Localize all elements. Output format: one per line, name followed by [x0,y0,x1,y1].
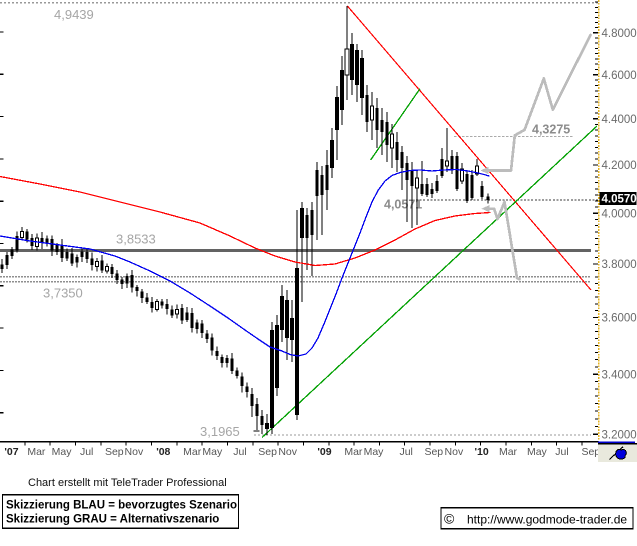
svg-text:Skizzierung GRAU = Alternativs: Skizzierung GRAU = Alternativszenario [6,514,219,526]
svg-text:May: May [527,446,548,458]
svg-text:Mar: Mar [499,446,518,458]
svg-text:3.4000: 3.4000 [602,369,637,381]
svg-text:Jul: Jul [399,446,412,458]
svg-text:Nov: Nov [278,446,297,458]
svg-text:4.2000: 4.2000 [602,160,637,172]
svg-text:Mar: Mar [344,446,363,458]
svg-text:Mar: Mar [27,446,46,458]
svg-text:Skizzierung BLAU = bevorzugtes: Skizzierung BLAU = bevorzugtes Szenario [6,500,237,512]
svg-text:3,7350: 3,7350 [43,286,83,301]
svg-text:Sep: Sep [258,446,277,458]
svg-text:'07: '07 [4,446,18,458]
svg-text:3.6000: 3.6000 [602,313,637,325]
svg-text:May: May [202,446,223,458]
svg-text:May: May [364,446,385,458]
svg-text:Jul: Jul [555,446,568,458]
svg-text:Mar: Mar [183,446,202,458]
svg-text:Sep: Sep [424,446,443,458]
svg-text:4.0570: 4.0570 [602,194,637,206]
svg-text:3,1965: 3,1965 [200,424,240,439]
svg-text:3.8000: 3.8000 [602,259,637,271]
svg-text:Chart erstellt mit TeleTrader: Chart erstellt mit TeleTrader Profession… [28,477,227,489]
svg-text:3,8533: 3,8533 [116,232,156,247]
svg-text:http://www.godmode-trader.de: http://www.godmode-trader.de [467,513,627,527]
svg-text:Jul: Jul [233,446,246,458]
svg-text:Jul: Jul [80,446,93,458]
svg-text:3.2000: 3.2000 [602,429,637,441]
svg-text:4.0000: 4.0000 [602,208,637,220]
svg-text:'10: '10 [475,446,489,458]
svg-text:'09: '09 [317,446,331,458]
svg-text:Nov: Nov [125,446,144,458]
svg-text:4,0571: 4,0571 [384,198,422,212]
svg-text:Sep: Sep [581,446,600,458]
svg-text:4.4000: 4.4000 [602,114,637,126]
svg-text:4,9439: 4,9439 [54,7,94,22]
svg-text:Nov: Nov [445,446,464,458]
svg-text:Sep: Sep [105,446,124,458]
svg-text:'08: '08 [156,446,170,458]
svg-text:May: May [52,446,73,458]
svg-text:©: © [444,511,455,527]
svg-text:4.8000: 4.8000 [602,28,637,40]
svg-text:4.6000: 4.6000 [602,70,637,82]
svg-text:4,3275: 4,3275 [532,123,570,137]
